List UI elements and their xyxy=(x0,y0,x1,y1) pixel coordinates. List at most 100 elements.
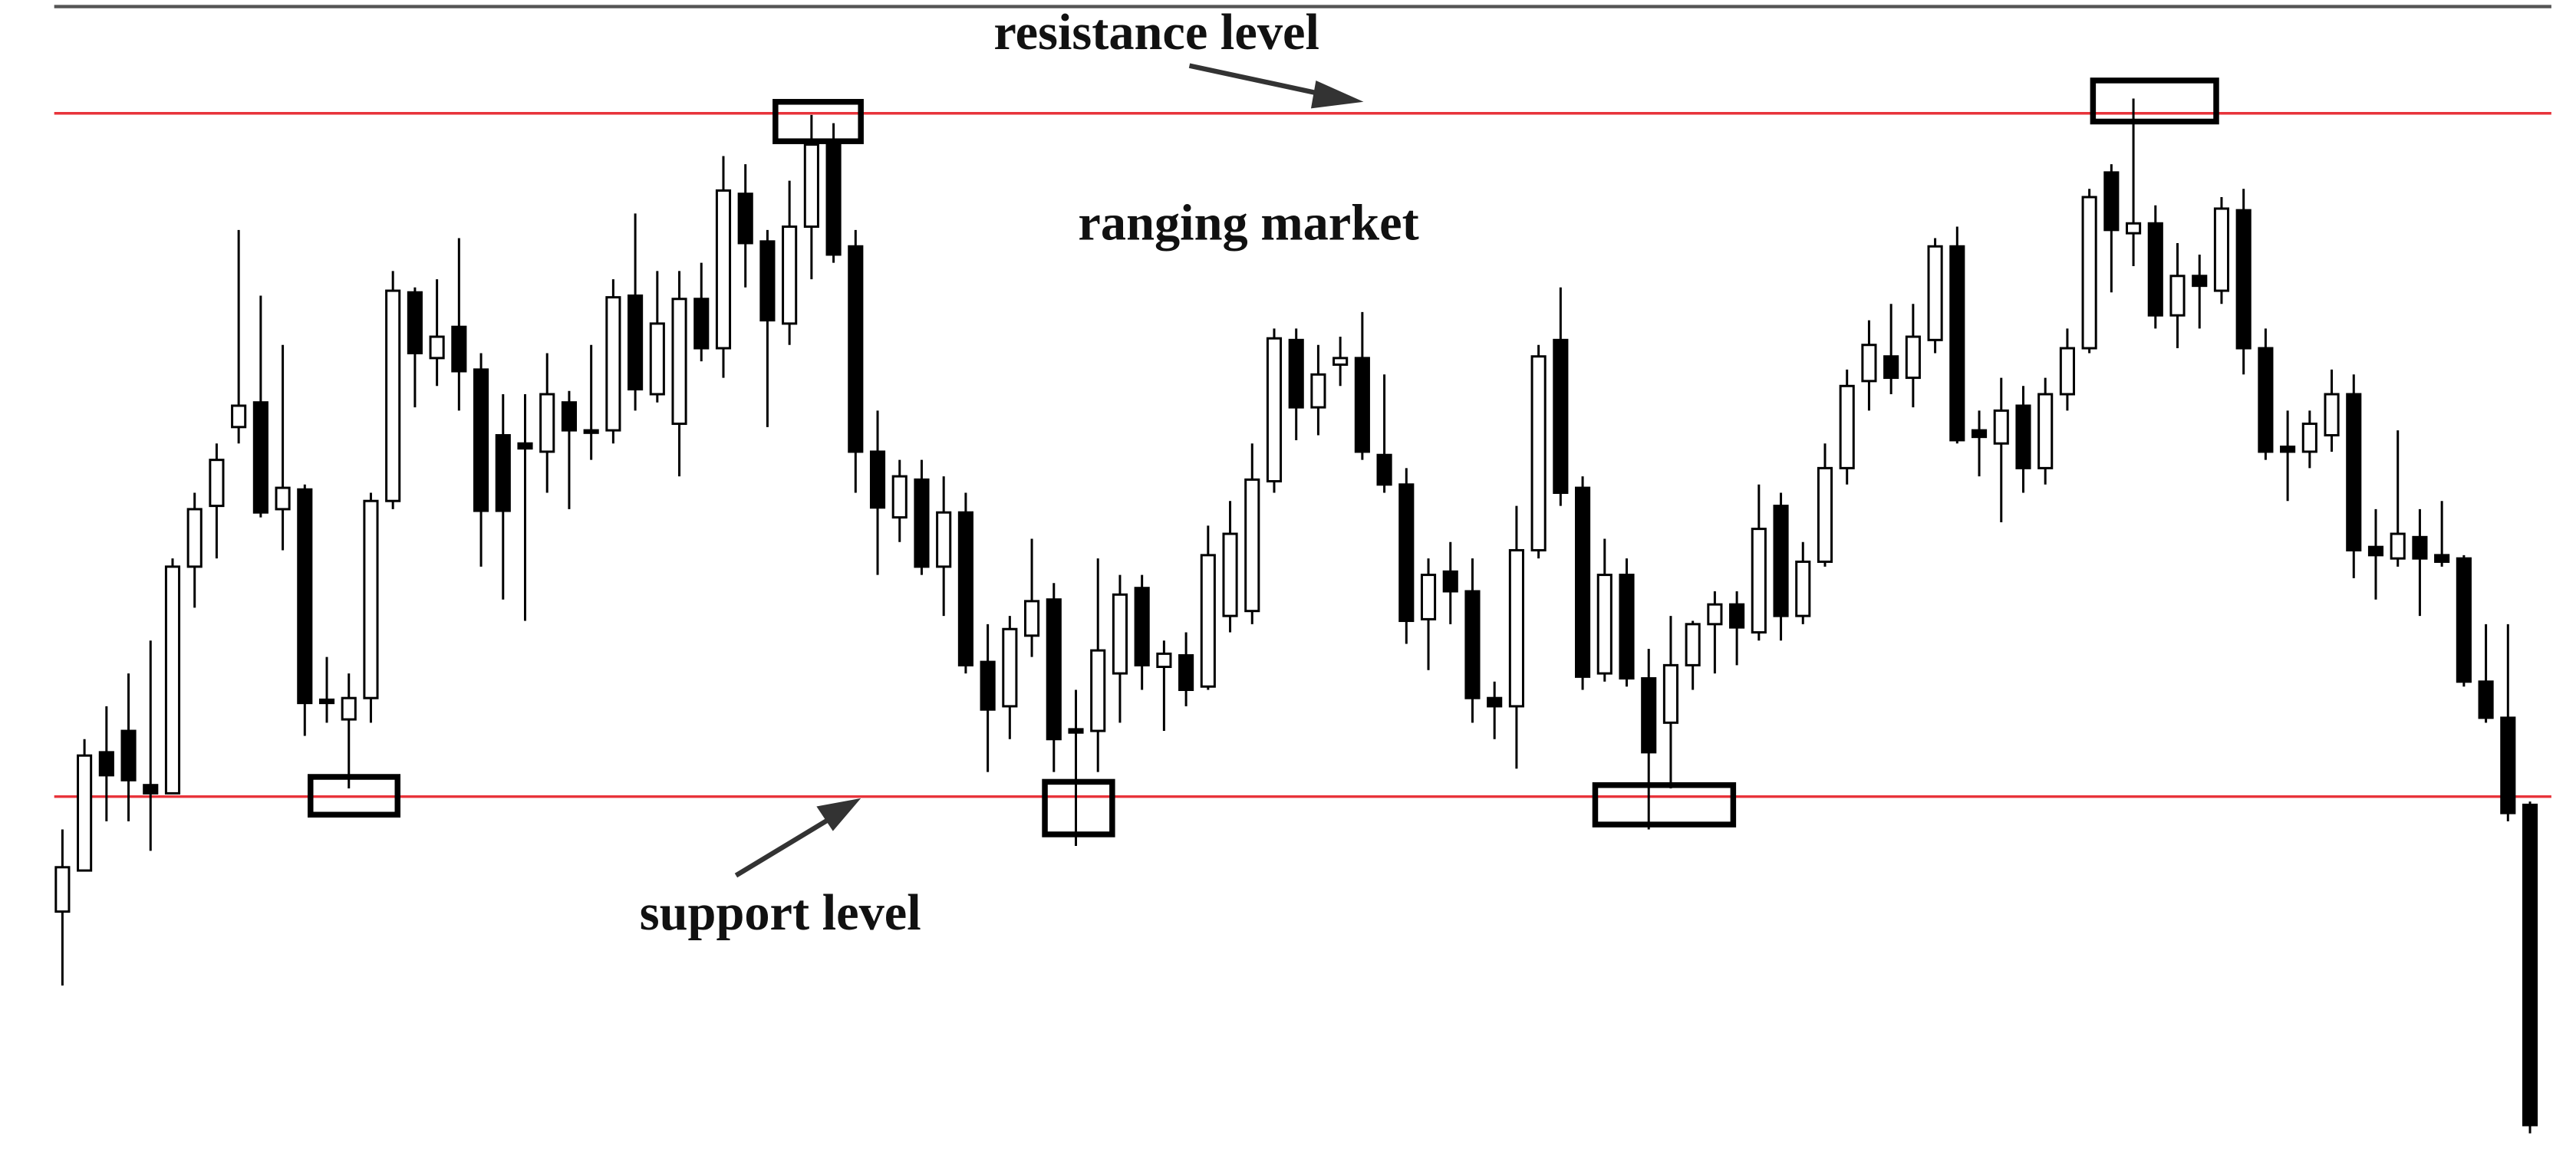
candle-body xyxy=(1332,357,1349,366)
highlight-box xyxy=(1042,778,1115,837)
candle-body xyxy=(1619,574,1635,680)
candle-body xyxy=(891,475,908,519)
candle-body xyxy=(1993,409,2009,445)
candle-body xyxy=(495,434,511,512)
arrows xyxy=(734,63,1364,878)
candle-body xyxy=(2081,196,2097,350)
candle-body xyxy=(583,429,599,434)
candle-body xyxy=(980,660,996,711)
candle-body xyxy=(2522,803,2538,1127)
candle-body xyxy=(407,291,423,354)
candle-body xyxy=(1487,696,1503,708)
candle-body xyxy=(2390,532,2406,560)
candle-body xyxy=(1927,245,1943,341)
candle-body xyxy=(1553,338,1569,494)
candle-body xyxy=(120,729,137,782)
candle-body xyxy=(2478,680,2494,719)
candle-body xyxy=(1795,560,1811,617)
candle-body xyxy=(209,459,225,508)
candle-body xyxy=(2434,554,2450,563)
candle-body xyxy=(1156,652,1172,669)
candle-body xyxy=(1310,373,1326,409)
candle-body xyxy=(1575,486,1591,678)
candle-body xyxy=(1376,453,1392,486)
candle-body xyxy=(2169,275,2186,317)
candle-body xyxy=(1178,654,1194,691)
candle-body xyxy=(429,335,445,360)
candle-body xyxy=(869,450,886,509)
candle-body xyxy=(1002,627,1018,708)
candle-body xyxy=(186,508,203,568)
support-label: support level xyxy=(640,885,921,941)
candle-body xyxy=(143,784,159,795)
candle-body xyxy=(2103,171,2120,232)
candle-body xyxy=(2192,275,2208,288)
candle-body xyxy=(1024,600,1040,637)
candle-body xyxy=(1244,478,1260,613)
candle-body xyxy=(605,296,621,432)
candle-body xyxy=(1817,466,1833,563)
candle-body xyxy=(1905,335,1921,380)
candle-body xyxy=(2346,393,2362,551)
candle-body xyxy=(385,289,401,502)
candle-body xyxy=(231,404,247,429)
candle-body xyxy=(2500,716,2516,814)
candle-body xyxy=(1442,570,1458,593)
candle-body xyxy=(451,325,467,373)
candle-body xyxy=(297,488,313,705)
candle-body xyxy=(2213,207,2230,292)
highlight-boxes xyxy=(308,77,2219,837)
resistance-label: resistance level xyxy=(993,5,1319,61)
arrow-head xyxy=(1310,80,1364,109)
candle-body xyxy=(1530,355,1547,551)
candle-body xyxy=(803,143,819,229)
candle-body xyxy=(1641,676,1657,754)
highlight-box xyxy=(1592,782,1737,828)
candle-body xyxy=(1971,429,1988,439)
candle-body xyxy=(649,322,665,396)
candle-body xyxy=(759,240,776,322)
candle-body xyxy=(1112,593,1128,675)
candle-body xyxy=(98,751,114,777)
candle-body xyxy=(2037,393,2054,469)
candle-body xyxy=(275,486,291,511)
candle-body xyxy=(2059,347,2075,396)
candle-body xyxy=(561,401,578,432)
candle-body xyxy=(1839,384,1855,469)
candle-body xyxy=(2367,545,2384,557)
candle-body xyxy=(1266,337,1283,482)
candle-body xyxy=(1508,548,1524,708)
candle-body xyxy=(1222,532,1238,617)
candle-body xyxy=(825,141,842,256)
candle-body xyxy=(539,393,555,453)
highlight-box xyxy=(772,99,864,144)
candle-body xyxy=(1068,728,1084,734)
candle-body xyxy=(693,298,710,350)
candle-body xyxy=(2258,347,2274,453)
candle-body xyxy=(1773,505,1789,617)
candle-body xyxy=(164,565,181,795)
chart-title: ranging market xyxy=(1078,196,1418,252)
candle-body xyxy=(1464,590,1481,699)
candle-body xyxy=(517,442,533,450)
candle-body xyxy=(1861,344,1877,383)
arrow-shaft xyxy=(1188,63,1329,98)
candle-body xyxy=(54,866,71,913)
candle-body xyxy=(363,499,379,699)
candle-body xyxy=(1090,649,1106,732)
candles xyxy=(54,98,2538,1134)
candle-body xyxy=(2280,446,2296,453)
candle-body xyxy=(2456,557,2472,683)
candle-body xyxy=(2301,423,2317,453)
candle-body xyxy=(473,368,489,512)
candle-body xyxy=(1398,483,1415,623)
candle-body xyxy=(628,294,644,391)
candle-body xyxy=(848,245,864,453)
candle-body xyxy=(1729,603,1745,629)
candle-body xyxy=(1288,338,1304,409)
candle-body xyxy=(1662,663,1679,724)
arrow-head xyxy=(816,798,861,831)
candle-body xyxy=(1046,598,1062,741)
